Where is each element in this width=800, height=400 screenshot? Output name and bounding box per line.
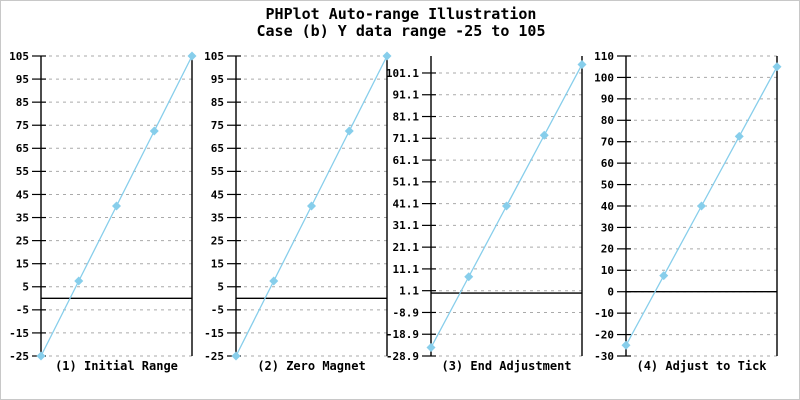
subplot-2: 105 95 85 75 65 55 45 35 25 15 5 -5 -15 -25 [204,50,392,363]
y-tick-label: 100 [594,71,614,84]
y-tick-label: 35 [16,211,29,224]
y-tick-label: 15 [16,258,29,271]
y-tick-label: 35 [211,211,224,224]
y-tick-label: 65 [211,142,224,155]
y-tick-label: -5 [16,304,29,317]
data-point-marker [36,351,46,361]
data-point-marker [307,201,316,211]
y-tick-label: 30 [601,221,614,234]
data-point-marker [382,51,392,61]
y-tick-label: 105 [204,50,224,63]
data-point-marker [577,59,587,69]
data-point-marker [621,340,631,350]
data-point-marker [231,351,241,361]
y-tick-label: 50 [601,178,614,191]
y-tick-label: 25 [211,234,224,247]
subplot-4-caption: (4) Adjust to Tick [636,359,767,373]
y-tick-label: 45 [16,188,29,201]
data-point-marker [659,271,669,281]
subplot-2-caption: (2) Zero Magnet [257,359,366,373]
y-tick-label: 1.1 [399,285,419,298]
y-tick-label: 11.1 [393,263,420,276]
y-tick-label: 5 [22,281,29,294]
y-tick-label: -28.9 [386,350,419,363]
data-point-marker [502,201,511,211]
y-tick-label: -10 [594,307,614,320]
y-tick-label: 21.1 [393,241,420,254]
data-point-marker [697,201,706,211]
data-point-marker [187,51,197,61]
data-point-marker [149,126,159,136]
y-tick-label: 90 [601,93,614,106]
y-tick-label: 105 [9,50,29,63]
subplot-3: 101.1 91.1 81.1 71.1 61.1 51.1 41.1 31.1 21.1 11.… [386,56,587,363]
y-tick-label: 25 [16,234,29,247]
y-tick-label: 31.1 [393,219,420,232]
data-point-marker [112,201,121,211]
y-tick-label: -25 [9,350,29,363]
y-tick-label: 70 [601,136,614,149]
y-tick-label: 85 [16,96,29,109]
subplot-3-caption: (3) End Adjustment [441,359,572,373]
chart-subtitle: Case (b) Y data range -25 to 105 [256,22,546,40]
y-tick-label: 51.1 [393,176,420,189]
data-point-marker [772,62,782,72]
data-point-marker [464,272,474,282]
y-tick-label: 110 [594,50,614,63]
subplot-1: 105 95 85 75 65 55 45 35 25 15 5 -5 -15 -25 [9,50,197,363]
y-tick-label: 15 [211,258,224,271]
y-tick-label: 81.1 [393,110,420,123]
y-tick-label: -25 [204,350,224,363]
y-tick-label: 95 [16,73,29,86]
y-tick-label: 71.1 [393,132,420,145]
data-point-marker [74,276,84,286]
y-tick-label: 5 [217,281,224,294]
y-tick-label: 60 [601,157,614,170]
chart-title-block: PHPlot Auto-range Illustration Case (b) … [1,5,799,40]
y-tick-label: -15 [204,327,224,340]
y-tick-label: 45 [211,188,224,201]
y-tick-label: -20 [594,328,614,341]
y-tick-label: -30 [594,350,614,363]
data-point-marker [734,131,744,141]
y-tick-label: -8.9 [393,306,420,319]
y-tick-label: 80 [601,114,614,127]
data-point-marker [539,130,549,140]
y-tick-label: 41.1 [393,197,420,210]
y-tick-label: 75 [16,119,29,132]
y-tick-label: 55 [211,165,224,178]
y-tick-label: -15 [9,327,29,340]
y-tick-label: -5 [211,304,224,317]
y-tick-label: 85 [211,96,224,109]
data-point-marker [344,126,354,136]
y-tick-label: 95 [211,73,224,86]
data-point-marker [426,343,436,353]
y-tick-label: 0 [607,286,614,299]
y-tick-label: -18.9 [386,328,419,341]
y-tick-label: 75 [211,119,224,132]
y-tick-label: 101.1 [386,67,419,80]
subplot-1-caption: (1) Initial Range [55,359,178,373]
y-tick-label: 55 [16,165,29,178]
y-tick-label: 61.1 [393,154,420,167]
data-point-marker [269,276,279,286]
y-tick-label: 65 [16,142,29,155]
chart-title: PHPlot Auto-range Illustration [265,5,537,23]
y-tick-label: 40 [601,200,614,213]
y-tick-label: 91.1 [393,89,420,102]
y-tick-label: 20 [601,243,614,256]
y-tick-label: 10 [601,264,614,277]
